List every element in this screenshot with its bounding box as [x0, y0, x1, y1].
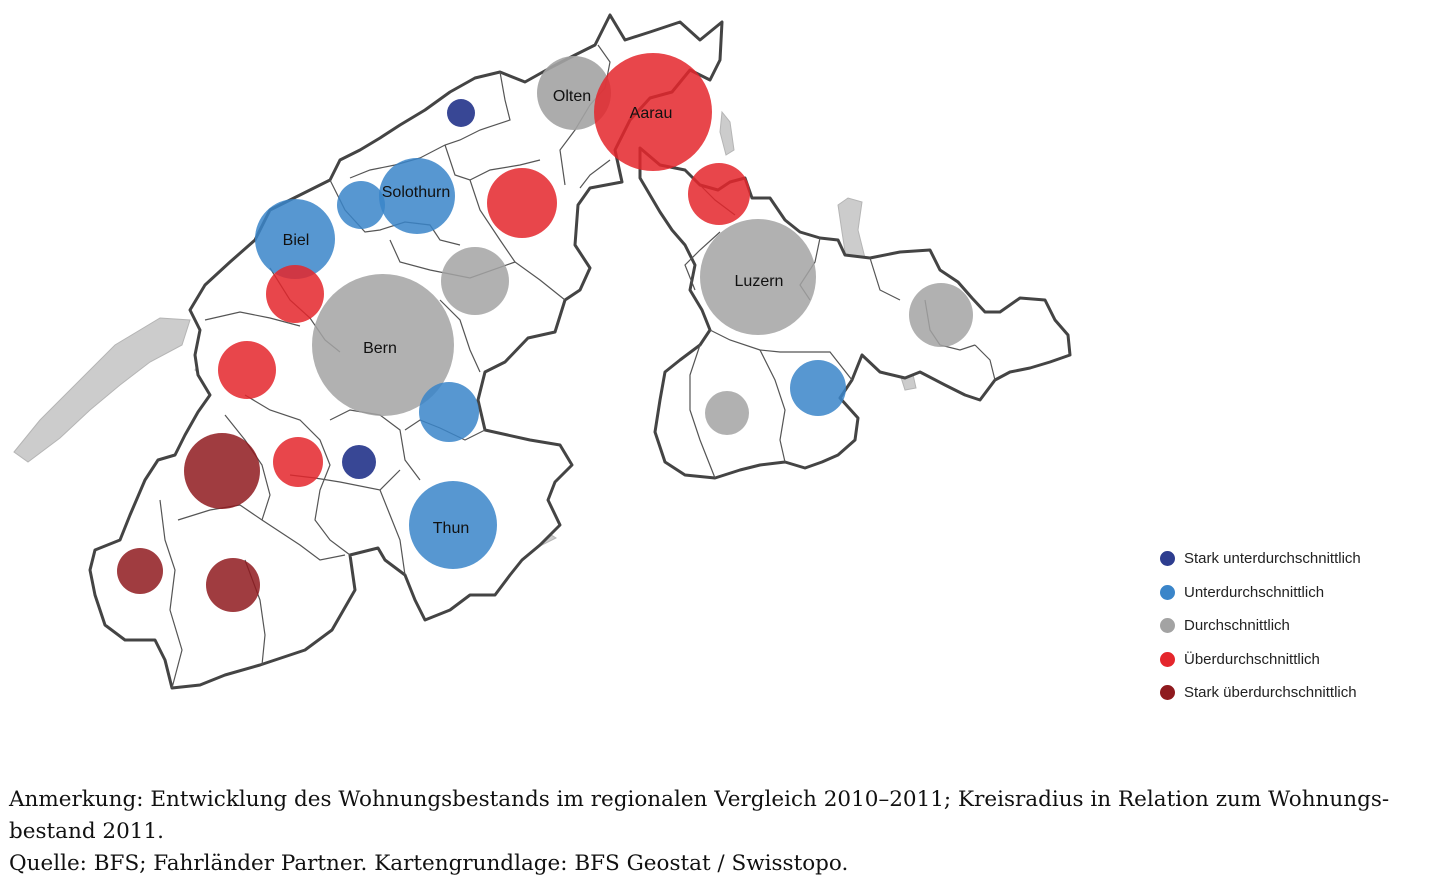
- bubble-durch-emmental: [441, 247, 509, 315]
- label-solothurn: Solothurn: [382, 184, 451, 201]
- bubble-bern: [312, 274, 454, 416]
- source-line: Quelle: BFS; Fahrländer Partner. Karteng…: [9, 851, 849, 876]
- legend-dot-stark-ueber: [1160, 685, 1175, 701]
- lake-neuchatel: [13, 317, 191, 463]
- label-aarau: Aarau: [630, 105, 673, 122]
- legend-item-durch: Durchschnittlich: [1160, 609, 1361, 643]
- bubble-stark-ueber-gruyere: [206, 558, 260, 612]
- bubble-stark-unter-north: [447, 99, 475, 127]
- bubble-thun: [409, 481, 497, 569]
- bubble-ueber-sursee: [688, 163, 750, 225]
- bubble-ueber-sense: [273, 437, 323, 487]
- bubble-unter-left-solothurn: [337, 181, 385, 229]
- legend: Stark unterdurchschnittlich Unterdurchsc…: [1160, 542, 1361, 710]
- bubble-solothurn: [379, 158, 455, 234]
- label-luzern: Luzern: [735, 273, 784, 290]
- label-thun: Thun: [433, 520, 469, 537]
- note-line-2: bestand 2011.: [9, 819, 164, 844]
- label-biel: Biel: [283, 232, 310, 249]
- bubbles: [117, 53, 973, 612]
- lake-hallwil: [719, 110, 735, 156]
- bubble-ueber-murten: [218, 341, 276, 399]
- label-olten: Olten: [553, 88, 591, 105]
- bubble-stark-ueber-fribourg: [184, 433, 260, 509]
- bubble-olten: [537, 56, 611, 130]
- label-bern: Bern: [363, 340, 397, 357]
- bubble-durch-obwalden: [705, 391, 749, 435]
- bubble-ueber-seeland: [266, 265, 324, 323]
- legend-item-stark-unter: Stark unterdurchschnittlich: [1160, 542, 1361, 576]
- bubble-durch-schwyz: [909, 283, 973, 347]
- city-labels: Olten Aarau Solothurn Biel Bern Luzern T…: [283, 88, 784, 537]
- footnotes: Anmerkung: Entwicklung des Wohnungsbesta…: [9, 784, 1441, 880]
- legend-label: Durchschnittlich: [1184, 617, 1290, 635]
- legend-label: Stark überdurchschnittlich: [1184, 684, 1357, 702]
- bubble-ueber-east-solothurn: [487, 168, 557, 238]
- bubble-stark-unter-south: [342, 445, 376, 479]
- bubble-aarau: [594, 53, 712, 171]
- legend-dot-stark-unter: [1160, 551, 1175, 567]
- bubble-unter-east-bern: [419, 382, 479, 442]
- legend-label: Stark unterdurchschnittlich: [1184, 550, 1361, 568]
- map: Olten Aarau Solothurn Biel Bern Luzern T…: [13, 13, 1072, 690]
- legend-dot-ueber: [1160, 651, 1175, 667]
- note-line-1: Anmerkung: Entwicklung des Wohnungsbesta…: [9, 787, 1390, 812]
- bubble-biel: [255, 199, 335, 279]
- legend-dot-unter: [1160, 584, 1175, 600]
- legend-label: Überdurchschnittlich: [1184, 650, 1320, 668]
- legend-item-stark-ueber: Stark überdurchschnittlich: [1160, 676, 1361, 710]
- legend-label: Unterdurchschnittlich: [1184, 583, 1325, 601]
- legend-item-unter: Unterdurchschnittlich: [1160, 576, 1361, 610]
- bubble-stark-ueber-glane: [117, 548, 163, 594]
- bubble-luzern: [700, 219, 816, 335]
- legend-dot-durch: [1160, 618, 1175, 634]
- legend-item-ueber: Überdurchschnittlich: [1160, 643, 1361, 677]
- bubble-unter-nidwalden: [790, 360, 846, 416]
